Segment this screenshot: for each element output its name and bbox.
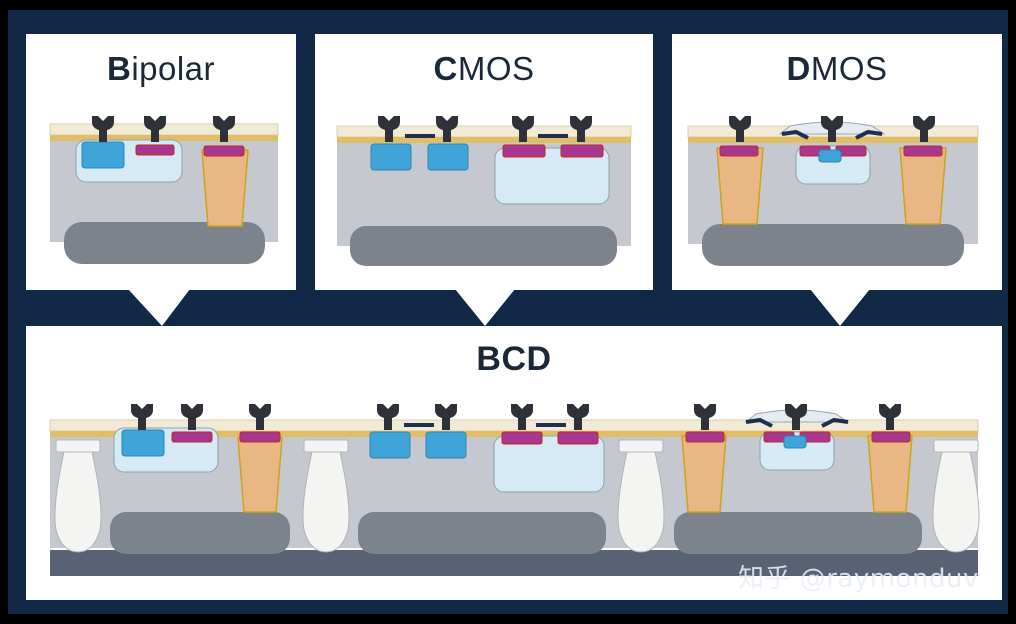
cmos-cross-section	[336, 116, 632, 266]
bipolar-pointer	[128, 289, 190, 326]
n-plus-region	[427, 143, 469, 171]
trench-isolation-icon	[617, 451, 665, 553]
bipolar-title: Bipolar	[26, 50, 296, 88]
cmos-panel: CMOS	[315, 34, 653, 290]
contact-icon	[213, 116, 235, 142]
p-plus-region	[557, 431, 599, 445]
n-plus-region	[369, 431, 411, 459]
trench-isolation-icon	[932, 451, 980, 553]
contact-icon	[249, 404, 271, 430]
contact-icon	[144, 116, 166, 142]
n-plus-region	[818, 149, 842, 163]
contact-icon	[435, 404, 457, 430]
gate-bar	[745, 417, 773, 428]
contact-icon	[377, 404, 399, 430]
contact-icon	[570, 116, 592, 142]
p-plus-region	[239, 431, 281, 443]
contact-icon	[378, 116, 400, 142]
contact-icon	[694, 404, 716, 430]
bipolar-title-lead: B	[106, 50, 132, 87]
dmos-title-lead: D	[786, 50, 811, 87]
cmos-title-lead: C	[433, 50, 458, 87]
buried-layer	[350, 226, 617, 266]
bcd-title: BCD	[476, 340, 552, 378]
gold-layer	[50, 135, 278, 141]
buried-layer	[110, 512, 290, 554]
gate-bar	[538, 134, 568, 138]
bipolar-cross-section	[49, 116, 279, 264]
gate-bar	[821, 417, 849, 428]
contact-icon	[785, 404, 807, 430]
well-region	[494, 147, 610, 205]
n-plus-region	[783, 435, 807, 449]
dmos-cross-section	[687, 116, 979, 266]
dmos-title: DMOS	[672, 50, 1002, 88]
dmos-title-rest: MOS	[810, 50, 888, 87]
p-plus-region	[501, 431, 543, 445]
contact-icon	[436, 116, 458, 142]
trench-isolation-icon	[54, 451, 102, 553]
p-plus-region	[502, 144, 546, 158]
n-plus-region	[370, 143, 412, 171]
p-plus-region	[871, 431, 911, 443]
contact-icon	[729, 116, 751, 142]
watermark-text: 知乎 @raymonduv	[738, 564, 979, 594]
buried-layer	[702, 224, 964, 266]
gate-bar	[405, 134, 435, 138]
buried-layer	[674, 512, 922, 554]
gate-bar	[404, 423, 434, 427]
gold-layer	[337, 137, 631, 143]
p-plus-region	[719, 145, 759, 157]
cmos-pointer	[455, 289, 515, 326]
n-plus-region	[425, 431, 467, 459]
cmos-title: CMOS	[315, 50, 653, 88]
contact-icon	[512, 116, 534, 142]
bipolar-title-rest: ipolar	[131, 50, 216, 87]
bcd-panel: BCD	[26, 326, 1002, 600]
gate-bar	[855, 129, 883, 140]
contact-icon	[913, 116, 935, 142]
contact-icon	[181, 404, 203, 430]
buried-layer	[64, 222, 265, 264]
dmos-panel: DMOS	[672, 34, 1002, 290]
p-plus-region	[171, 431, 213, 443]
p-plus-region	[203, 145, 245, 157]
contact-icon	[92, 116, 114, 142]
well-region	[493, 435, 605, 493]
p-plus-region	[685, 431, 725, 443]
p-plus-region	[135, 144, 175, 156]
gate-bar	[536, 423, 566, 427]
dmos-pointer	[810, 289, 870, 326]
bcd-cross-section	[49, 404, 980, 576]
gate-bar	[781, 129, 809, 140]
p-plus-region	[903, 145, 943, 157]
bipolar-panel: Bipolar	[26, 34, 296, 290]
trench-isolation-icon	[302, 451, 350, 553]
contact-icon	[821, 116, 843, 142]
p-plus-region	[560, 144, 604, 158]
bottom-substrate	[50, 550, 978, 576]
contact-icon	[567, 404, 589, 430]
buried-layer	[358, 512, 606, 554]
cmos-title-rest: MOS	[457, 50, 535, 87]
contact-icon	[511, 404, 533, 430]
contact-icon	[131, 404, 153, 430]
contact-icon	[879, 404, 901, 430]
